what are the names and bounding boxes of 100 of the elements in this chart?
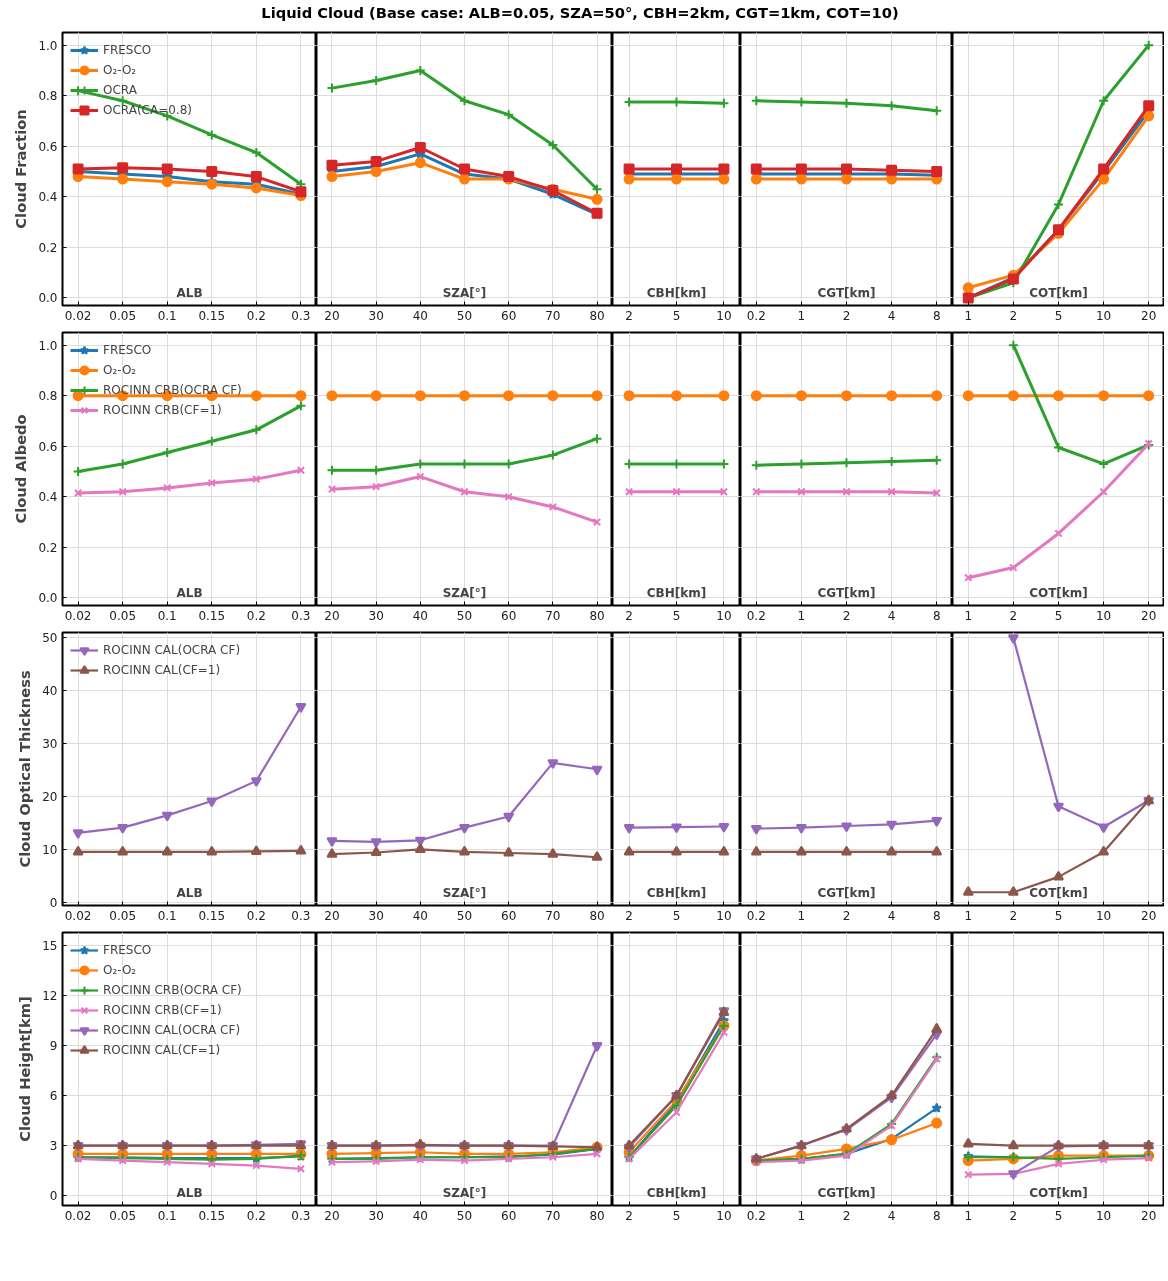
x-tick-label: 0.2 <box>746 608 766 623</box>
legend-label: ROCINN CAL(OCRA CF) <box>103 1023 241 1037</box>
legend-label: ROCINN CRB(CF=1) <box>103 1003 222 1017</box>
x-axis-title: ALB <box>176 885 203 900</box>
y-tick-label: 0.0 <box>38 291 58 306</box>
x-tick-label: 4 <box>887 908 896 923</box>
y-tick-label: 6 <box>49 1089 58 1104</box>
legend-label: O₂-O₂ <box>103 63 137 77</box>
x-tick-label: 80 <box>589 1208 605 1223</box>
y-tick-label: 10 <box>42 843 58 858</box>
x-tick-label: 0.1 <box>157 608 177 623</box>
x-tick-label: 1 <box>797 908 806 923</box>
x-tick-label: 60 <box>501 308 517 323</box>
x-tick-label: 0.3 <box>291 908 311 923</box>
legend-label: OCRA <box>103 83 137 97</box>
x-tick-label: 20 <box>1141 908 1157 923</box>
x-tick-label: 4 <box>887 308 896 323</box>
x-tick-label: 70 <box>545 608 561 623</box>
x-tick-label: 10 <box>716 908 732 923</box>
y-tick-label: 0 <box>49 896 58 911</box>
x-tick-label: 2 <box>842 1208 851 1223</box>
legend-label: ROCINN CRB(OCRA CF) <box>103 383 242 397</box>
x-tick-label: 1 <box>797 608 806 623</box>
y-tick-label: 0.0 <box>38 591 58 606</box>
x-tick-label: 60 <box>501 608 517 623</box>
x-tick-label: 2 <box>1009 308 1018 323</box>
y-tick-label: 0.6 <box>38 439 58 454</box>
x-tick-label: 2 <box>625 608 633 623</box>
y-tick-label: 40 <box>42 684 58 699</box>
x-tick-label: 1 <box>964 308 973 323</box>
x-tick-label: 0.02 <box>64 308 92 323</box>
y-tick-label: 0.8 <box>38 89 58 104</box>
x-tick-label: 40 <box>412 1208 428 1223</box>
x-tick-label: 0.02 <box>64 608 92 623</box>
y-axis-title: Cloud Albedo <box>12 414 30 524</box>
x-tick-label: 5 <box>672 908 681 923</box>
legend-label: ROCINN CAL(OCRA CF) <box>103 643 241 657</box>
x-tick-label: 2 <box>1009 1208 1018 1223</box>
x-tick-label: 10 <box>716 1208 732 1223</box>
x-tick-label: 2 <box>842 308 851 323</box>
y-tick-label: 0.2 <box>38 540 58 555</box>
x-tick-label: 0.1 <box>157 1208 177 1223</box>
x-axis-title: SZA[°] <box>442 885 487 900</box>
x-tick-label: 70 <box>545 1208 561 1223</box>
y-tick-label: 1.0 <box>38 38 58 53</box>
x-tick-label: 0.2 <box>246 908 266 923</box>
x-tick-label: 5 <box>672 608 681 623</box>
x-tick-label: 4 <box>887 1208 896 1223</box>
x-axis-title: CBH[km] <box>646 285 707 300</box>
x-tick-label: 0.3 <box>291 1208 311 1223</box>
legend-label: FRESCO <box>103 943 152 957</box>
x-tick-label: 0.15 <box>198 1208 226 1223</box>
x-tick-label: 0.3 <box>291 608 311 623</box>
x-tick-label: 10 <box>1095 1208 1112 1223</box>
x-axis-title: ALB <box>176 1185 203 1200</box>
y-tick-label: 50 <box>42 631 58 646</box>
x-tick-label: 0.2 <box>246 308 266 323</box>
x-axis-title: CBH[km] <box>646 1185 707 1200</box>
x-tick-label: 10 <box>716 608 732 623</box>
x-tick-label: 0.05 <box>109 608 137 623</box>
x-tick-label: 2 <box>842 908 851 923</box>
x-axis-title: CGT[km] <box>817 585 876 600</box>
y-tick-label: 0.8 <box>38 389 58 404</box>
x-tick-label: 2 <box>625 1208 633 1223</box>
x-tick-label: 20 <box>324 608 340 623</box>
x-tick-label: 0.2 <box>246 1208 266 1223</box>
y-tick-label: 1.0 <box>38 338 58 353</box>
x-tick-label: 80 <box>589 908 605 923</box>
x-tick-label: 0.3 <box>291 308 311 323</box>
y-axis-title: Cloud Height[km] <box>16 996 34 1142</box>
x-tick-label: 1 <box>964 908 973 923</box>
legend-label: O₂-O₂ <box>103 963 137 977</box>
x-tick-label: 1 <box>797 308 806 323</box>
x-tick-label: 0.02 <box>64 1208 92 1223</box>
x-tick-label: 20 <box>324 308 340 323</box>
legend-label: ROCINN CAL(CF=1) <box>103 663 221 677</box>
y-tick-label: 0.4 <box>38 490 58 505</box>
x-tick-label: 50 <box>456 308 473 323</box>
x-axis-title: ALB <box>176 585 203 600</box>
x-tick-label: 20 <box>324 1208 340 1223</box>
x-tick-label: 5 <box>1054 1208 1063 1223</box>
x-tick-label: 50 <box>456 1208 473 1223</box>
y-tick-label: 9 <box>49 1039 58 1054</box>
x-tick-label: 5 <box>1054 908 1063 923</box>
x-tick-label: 0.15 <box>198 608 226 623</box>
x-tick-label: 1 <box>964 608 973 623</box>
x-tick-label: 8 <box>932 1208 941 1223</box>
x-tick-label: 40 <box>412 308 428 323</box>
x-tick-label: 0.05 <box>109 908 137 923</box>
legend-label: ROCINN CRB(CF=1) <box>103 403 222 417</box>
x-axis-title: COT[km] <box>1029 285 1088 300</box>
x-tick-label: 2 <box>625 308 633 323</box>
x-tick-label: 10 <box>1095 308 1112 323</box>
x-tick-label: 0.2 <box>746 1208 766 1223</box>
x-tick-label: 0.1 <box>157 308 177 323</box>
x-tick-label: 0.1 <box>157 908 177 923</box>
x-axis-title: CGT[km] <box>817 285 876 300</box>
y-axis-title: Cloud Fraction <box>12 109 30 229</box>
x-tick-label: 30 <box>368 308 384 323</box>
x-tick-label: 30 <box>368 608 384 623</box>
